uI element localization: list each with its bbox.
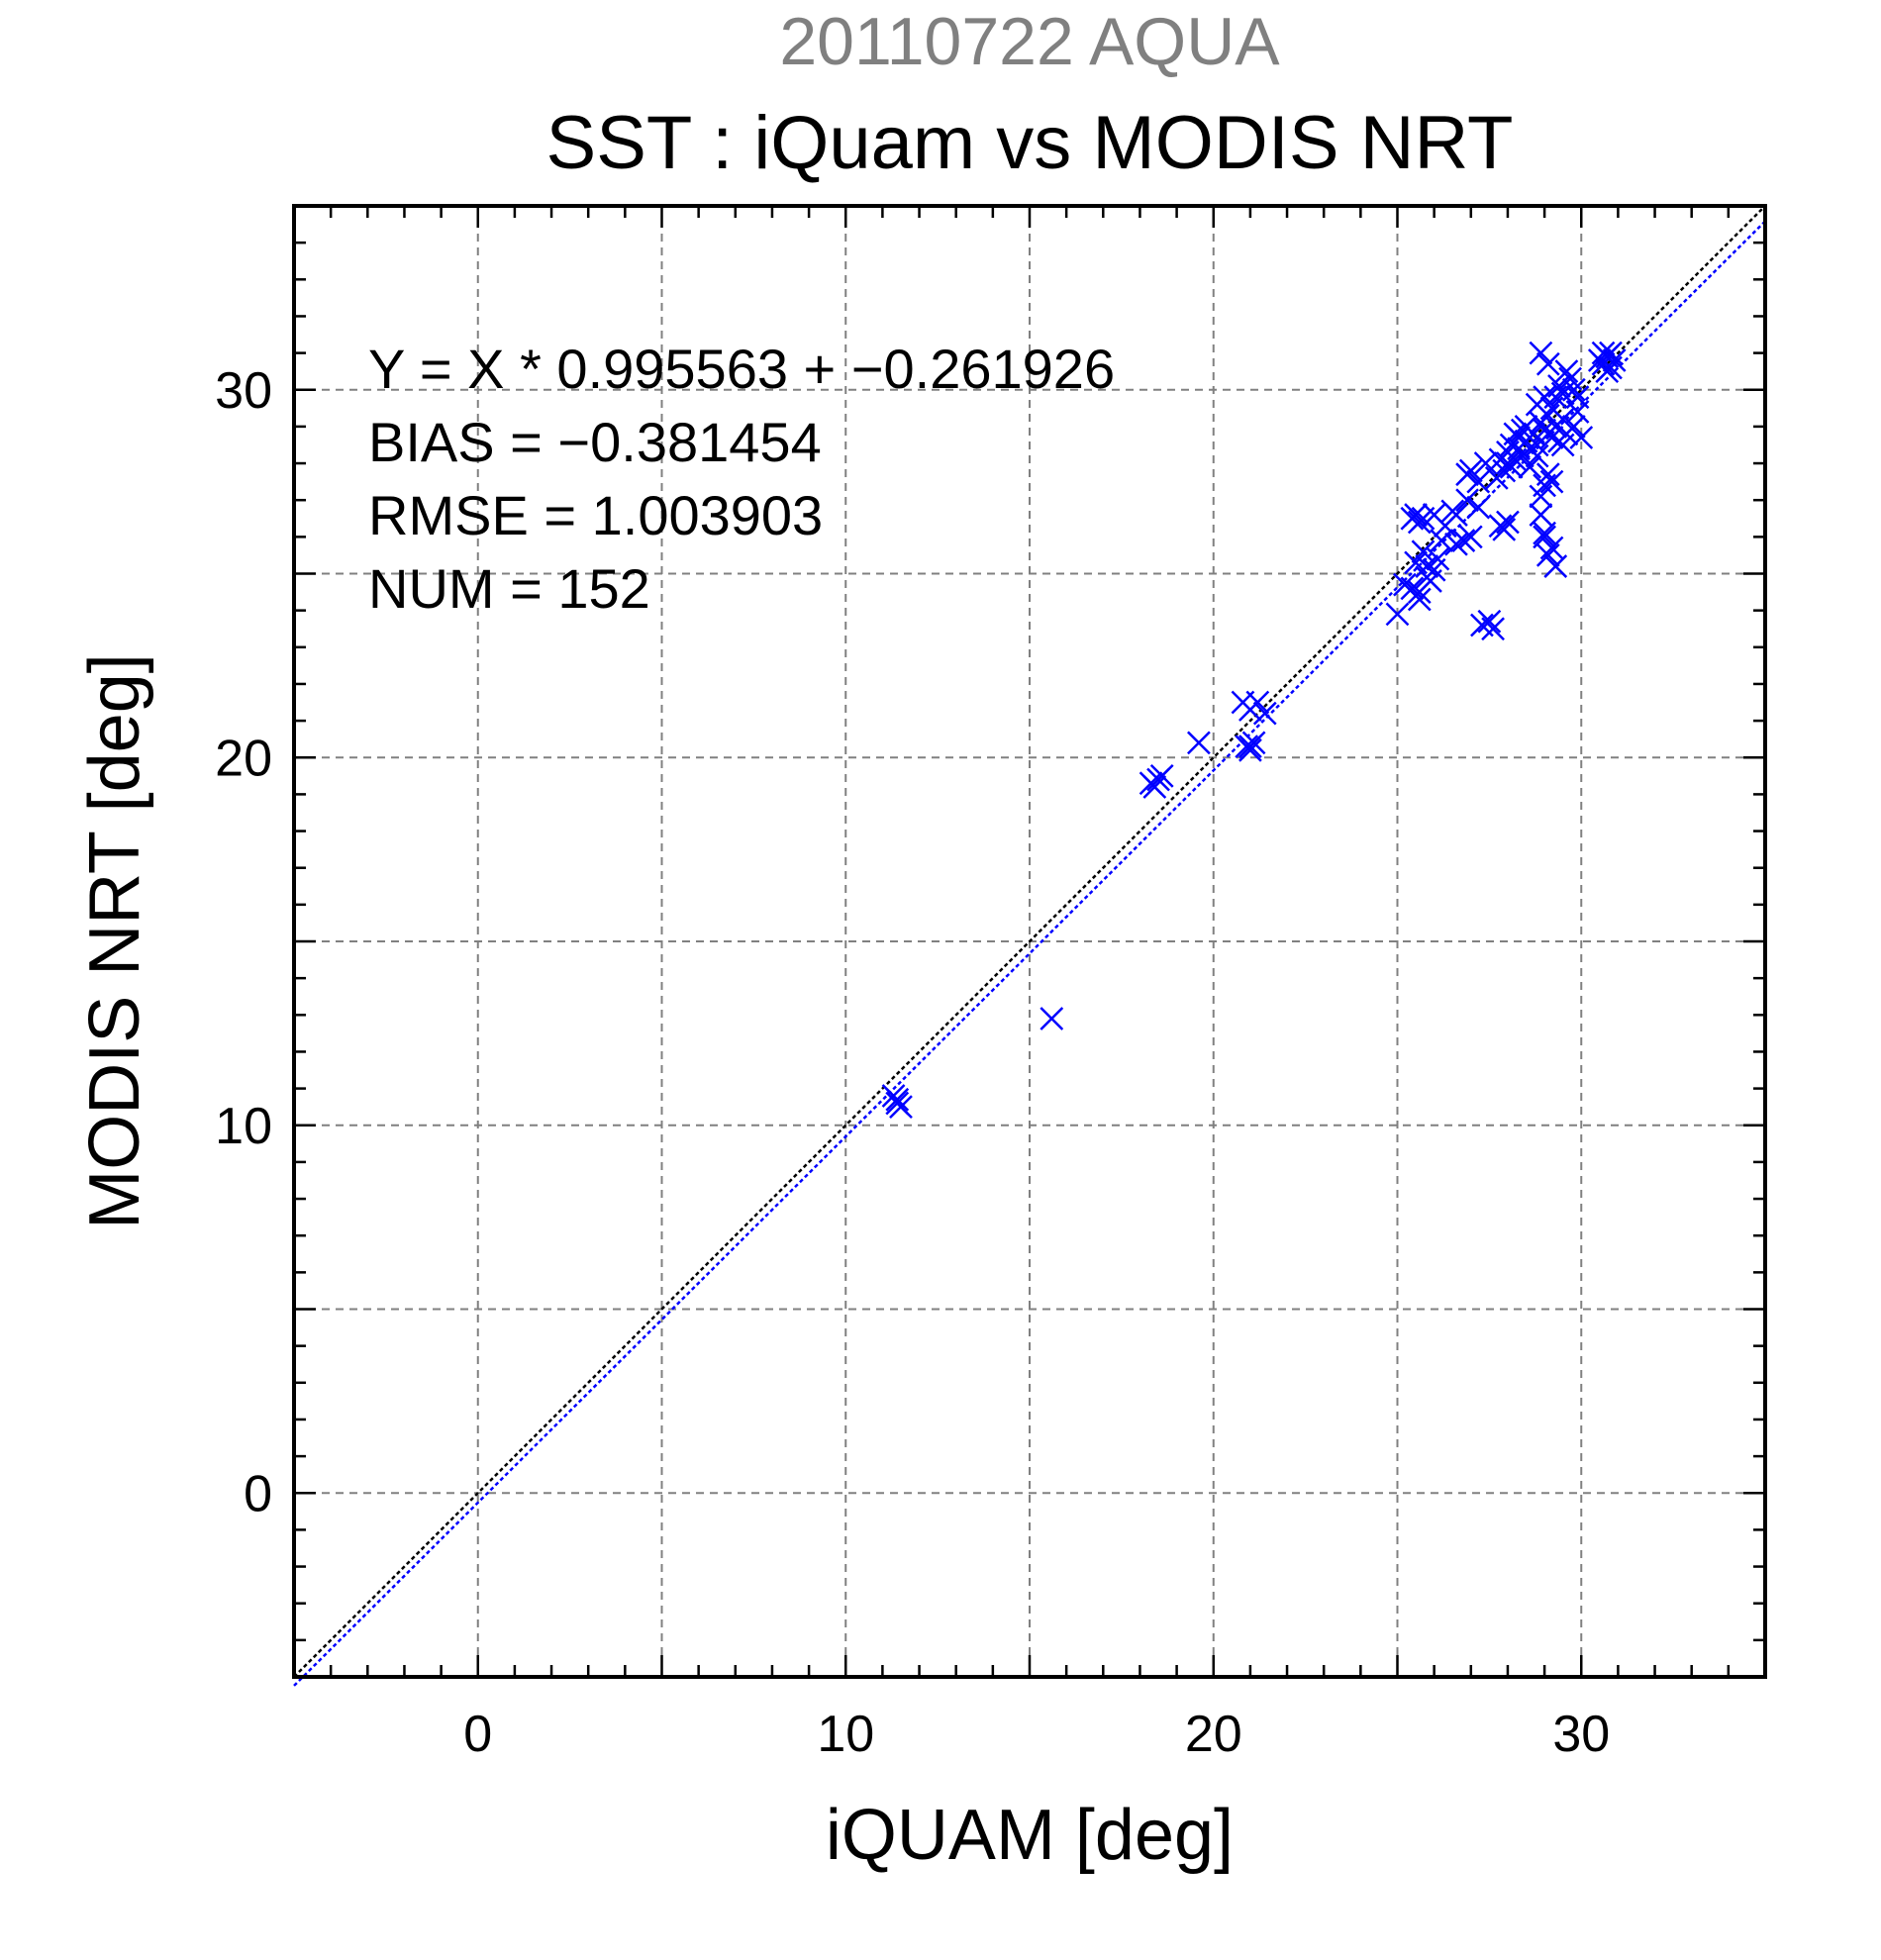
data-point [1599,341,1623,365]
data-point [1525,443,1549,468]
data-point [1142,775,1167,799]
data-point [1550,433,1575,457]
data-point [885,1087,910,1112]
data-point [1400,576,1425,601]
data-point [1539,469,1564,494]
data-point [1238,735,1262,758]
data-point [1419,569,1442,593]
data-point [1407,510,1432,535]
data-point [1554,359,1579,384]
data-point [1533,521,1556,545]
y-tick-label: 20 [215,730,272,787]
data-point [1245,690,1270,715]
data-point [1547,374,1571,398]
data-point [1149,763,1174,788]
stat-line: Y = X * 0.995563 + −0.261926 [368,338,1115,400]
data-point [1407,587,1432,612]
data-point [1458,525,1483,549]
data-point [1492,518,1517,541]
data-point [1455,488,1479,513]
data-point [1561,377,1586,402]
plot-frame [292,204,1767,1679]
x-tick-label: 20 [1185,1706,1242,1763]
x-tick-label: 0 [463,1706,492,1763]
data-point [1535,543,1560,567]
y-tick-label: 10 [215,1098,272,1155]
data-point [1040,1007,1064,1030]
data-point [1543,554,1568,578]
data-point [1444,503,1468,527]
data-point [1252,701,1277,726]
data-point [1595,359,1620,384]
y-tick-labels: 0 10 20 30 [215,362,272,1523]
chart-title: SST : iQuam vs MODIS NRT [546,101,1514,185]
data-point [1458,458,1483,483]
statistics-annotation: Y = X * 0.995563 + −0.261926 BIAS = −0.38… [368,338,1115,620]
data-point [1404,503,1428,527]
data-point [1415,554,1439,578]
data-point [1518,454,1542,479]
data-point [1591,351,1616,376]
data-point [1451,529,1476,552]
stat-line: BIAS = −0.381454 [368,411,822,473]
data-point [1426,546,1450,571]
data-point [1550,407,1575,432]
chart-supertitle: 20110722 AQUA [779,4,1280,79]
data-point [1466,495,1491,520]
data-point [1473,451,1498,475]
data-point [1187,731,1211,755]
data-point [1535,351,1560,376]
x-axis-label: iQUAM [deg] [826,1796,1234,1875]
data-point [1422,503,1446,527]
data-point [1466,469,1491,494]
stat-line: RMSE = 1.003903 [368,484,823,546]
x-tick-label: 30 [1552,1706,1610,1763]
y-tick-label: 30 [215,362,272,420]
data-point [1477,609,1502,634]
data-point [1533,525,1556,549]
data-point [1496,510,1520,535]
data-point [1569,426,1594,449]
data-point [1430,529,1453,552]
data-points [881,341,1627,1120]
data-point [1411,539,1436,564]
data-point [1529,341,1553,365]
data-point [1385,602,1410,627]
y-tick-label: 0 [244,1465,272,1522]
data-point [1533,385,1556,410]
data-point [1481,617,1505,641]
data-point [1565,400,1590,424]
data-point [1529,503,1553,527]
data-point [1535,462,1560,487]
x-tick-labels: 0 10 20 30 [463,1706,1610,1763]
x-tick-label: 10 [817,1706,874,1763]
data-point [889,1095,913,1120]
y-axis-label: MODIS NRT [deg] [75,653,154,1229]
data-point [1539,536,1564,560]
data-point [1238,737,1262,762]
stat-line: NUM = 152 [368,557,650,620]
data-point [1561,415,1586,439]
data-point [1444,532,1468,556]
data-point [1529,484,1553,509]
data-point [1525,433,1549,457]
data-point [1591,341,1616,365]
